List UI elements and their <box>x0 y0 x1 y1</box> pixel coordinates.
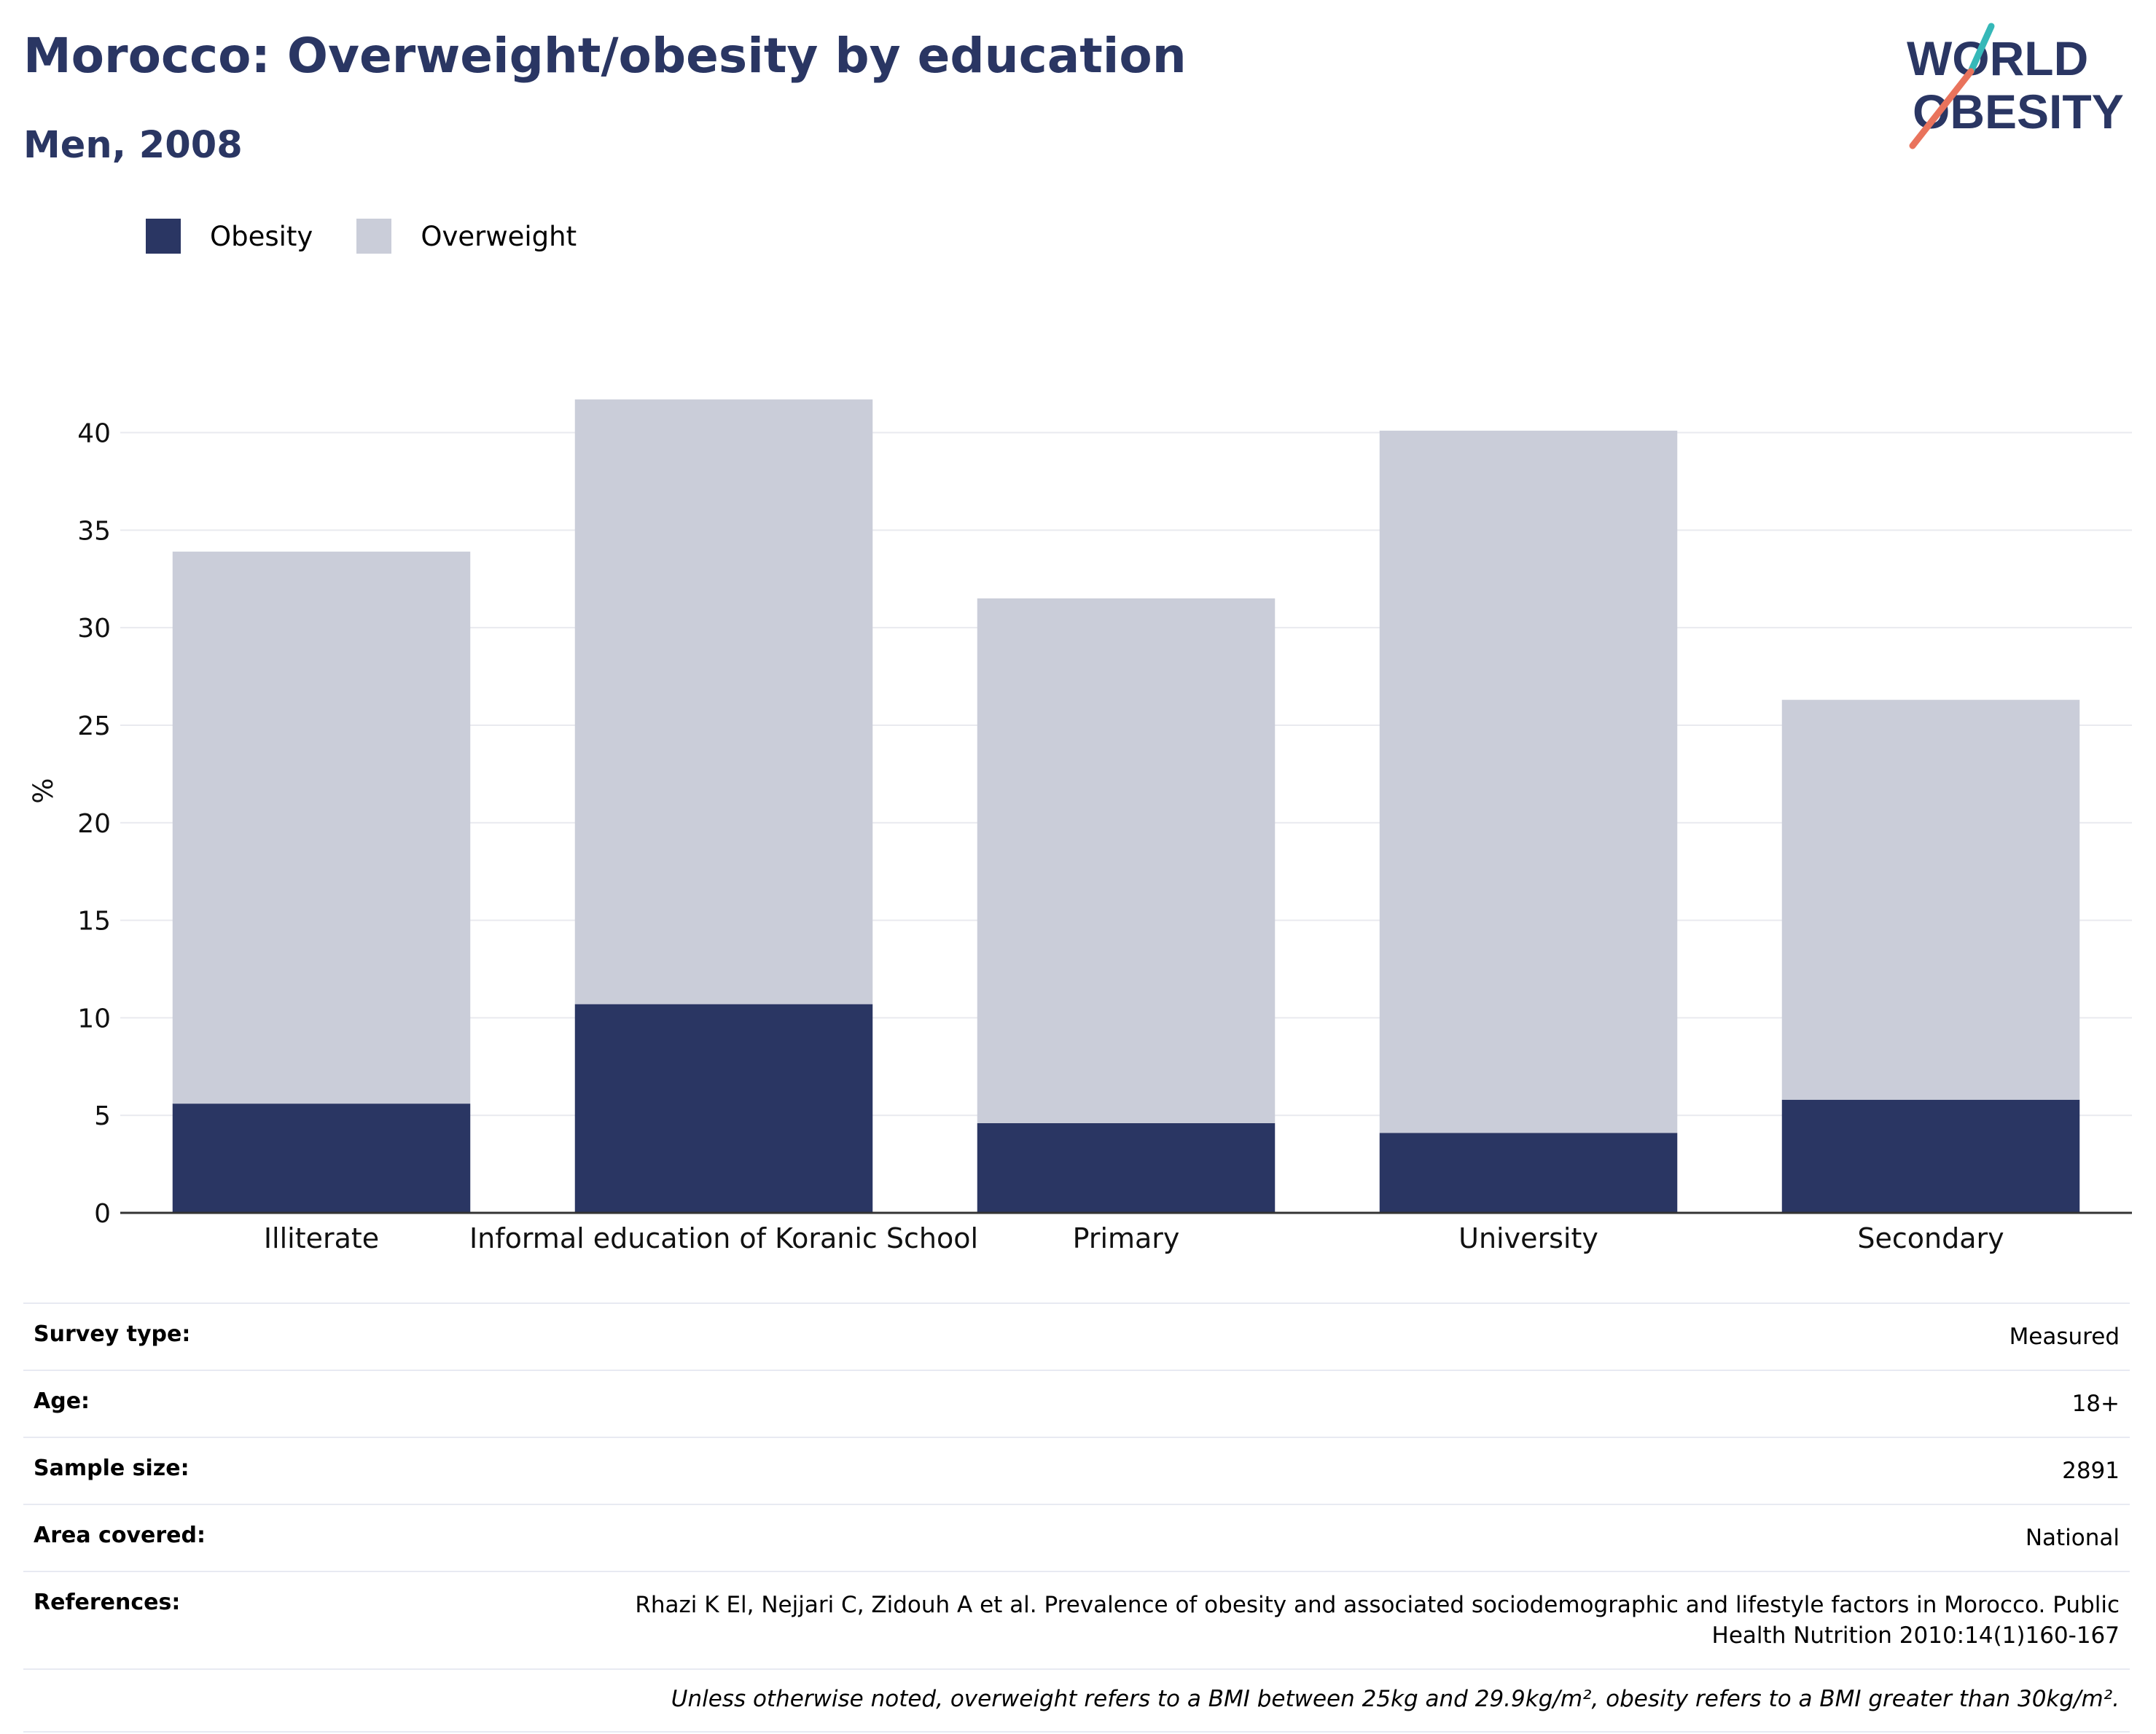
y-axis-label: % <box>28 778 59 803</box>
info-row-references: References: Rhazi K El, Nejjari C, Zidou… <box>23 1572 2130 1670</box>
legend-item-overweight[interactable]: Overweight <box>356 219 577 254</box>
references-value: Rhazi K El, Nejjari C, Zidouh A et al. P… <box>635 1592 2120 1649</box>
info-row-age: Age: 18+ <box>23 1371 2130 1438</box>
bar-obesity-4[interactable] <box>1781 1099 2080 1213</box>
legend-swatch-obesity <box>146 219 181 254</box>
x-tick-label: Illiterate <box>264 1222 379 1254</box>
info-row-area-covered: Area covered: National <box>23 1505 2130 1572</box>
svg-text:WORLD: WORLD <box>1907 31 2088 85</box>
info-row-sample-size: Sample size: 2891 <box>23 1438 2130 1505</box>
bars <box>172 399 2080 1213</box>
bar-overweight-3[interactable] <box>1379 430 1678 1133</box>
world-obesity-logo: WORLD OBESITY <box>1907 23 2124 149</box>
y-tick-label: 30 <box>77 614 111 644</box>
chart-subtitle: Men, 2008 <box>23 124 243 167</box>
x-tick-label: Secondary <box>1857 1222 2004 1254</box>
y-tick-label: 15 <box>77 907 111 937</box>
info-label: References: <box>34 1590 181 1615</box>
info-label: Age: <box>34 1389 90 1414</box>
y-tick-label: 0 <box>94 1199 111 1229</box>
x-tick-label: Primary <box>1073 1222 1180 1254</box>
x-tick-label: Informal education of Koranic School <box>469 1222 978 1254</box>
bar-overweight-4[interactable] <box>1781 700 2080 1100</box>
bar-overweight-0[interactable] <box>172 551 471 1104</box>
bar-obesity-3[interactable] <box>1379 1133 1678 1213</box>
bar-obesity-0[interactable] <box>172 1104 471 1213</box>
stacked-bar-chart: 0 5 10 15 20 25 30 35 40 Illiterate Informal educa… <box>28 399 2132 1254</box>
x-tick-label: University <box>1458 1222 1598 1254</box>
info-value: 2891 <box>2062 1458 2120 1484</box>
info-value: National <box>2025 1525 2120 1551</box>
bar-obesity-2[interactable] <box>977 1122 1276 1213</box>
info-label: Survey type: <box>34 1321 191 1347</box>
info-value: 18+ <box>2071 1391 2120 1417</box>
bmi-definition-note: Unless otherwise noted, overweight refer… <box>23 1670 2130 1733</box>
info-value: Measured <box>2009 1324 2120 1350</box>
chart-legend: Obesity Overweight <box>146 219 620 254</box>
y-tick-label: 35 <box>77 516 111 546</box>
info-label: Sample size: <box>34 1456 190 1481</box>
info-row-survey-type: Survey type: Measured <box>23 1304 2130 1371</box>
chart-title: Morocco: Overweight/obesity by education <box>23 28 1187 84</box>
bar-overweight-2[interactable] <box>977 598 1276 1123</box>
legend-label-overweight: Overweight <box>421 220 577 252</box>
y-tick-label: 40 <box>77 419 111 449</box>
y-tick-label: 10 <box>77 1004 111 1034</box>
svg-text:OBESITY: OBESITY <box>1913 85 2124 138</box>
legend-swatch-overweight <box>356 219 392 254</box>
legend-item-obesity[interactable]: Obesity <box>146 219 313 254</box>
legend-label-obesity: Obesity <box>210 220 313 252</box>
bar-overweight-1[interactable] <box>574 399 873 1004</box>
y-tick-label: 25 <box>77 711 111 741</box>
info-label: Area covered: <box>34 1523 206 1548</box>
y-tick-label: 5 <box>94 1101 111 1131</box>
axes: 0 5 10 15 20 25 30 35 40 Illiterate Informal educa… <box>77 419 2132 1254</box>
y-tick-label: 20 <box>77 809 111 839</box>
survey-info-table: Survey type: Measured Age: 18+ Sample si… <box>23 1303 2130 1733</box>
bar-obesity-1[interactable] <box>574 1004 873 1213</box>
